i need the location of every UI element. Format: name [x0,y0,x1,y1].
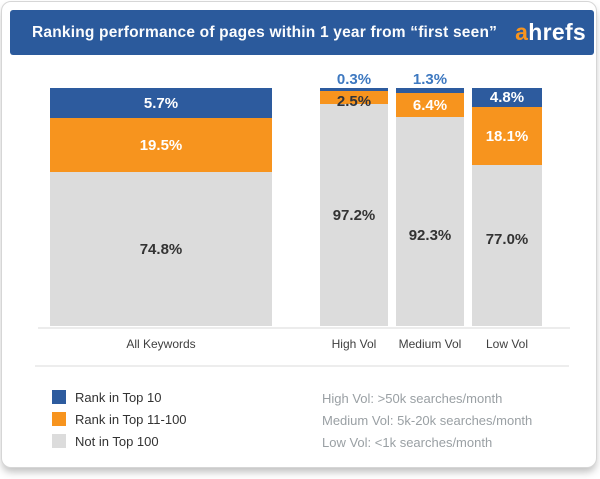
segment-low-vol-top11-100: 18.1% [472,107,542,165]
segment-medium-vol-top11-100: 6.4% [396,93,464,117]
segment-medium-vol-top10 [396,88,464,93]
value-label-not-top100: 97.2% [332,206,376,224]
chart-header: Ranking performance of pages within 1 ye… [10,10,594,55]
ahrefs-logo-accent: a [515,19,529,45]
bar-all-keywords: 5.7% 19.5% 74.8% [50,88,272,326]
note-medium-vol: Medium Vol: 5k-20k searches/month [322,413,533,428]
bar-medium-vol: 6.4% 92.3% [396,88,464,326]
value-label-high-vol-top10: 0.3% [336,70,372,88]
segment-medium-vol-not-top100: 92.3% [396,117,464,326]
segment-high-vol-top11-100 [320,91,388,104]
ahrefs-logo: a hrefs [515,10,586,55]
value-label-not-top100: 74.8% [139,240,183,258]
value-label-top11-100: 6.4% [412,96,448,114]
bar-low-vol: 4.8% 18.1% 77.0% [472,88,542,326]
value-label-not-top100: 77.0% [485,231,529,248]
segment-low-vol-top10: 4.8% [472,88,542,107]
value-label-top11-100: 19.5% [139,136,183,154]
legend: Rank in Top 10 Rank in Top 11-100 Not in… [52,386,187,452]
value-label-medium-vol-top10: 1.3% [412,70,448,88]
legend-swatch-top10 [52,390,66,404]
chart-title: Ranking performance of pages within 1 ye… [32,23,498,41]
value-label-not-top100: 92.3% [408,227,452,244]
segment-all-keywords-top10: 5.7% [50,88,272,118]
legend-label: Rank in Top 10 [75,389,162,405]
legend-label: Rank in Top 11-100 [75,411,187,427]
legend-label: Not in Top 100 [75,433,159,449]
bar-high-vol: 97.2% [320,88,388,326]
volume-notes: High Vol: >50k searches/month Medium Vol… [322,388,532,454]
category-label-all-keywords: All Keywords [126,337,196,351]
legend-item-not-top100: Not in Top 100 [52,430,187,452]
note-high-vol: High Vol: >50k searches/month [322,391,503,406]
note-low-vol: Low Vol: <1k searches/month [322,435,493,450]
value-label-top10: 5.7% [143,94,179,112]
value-label-high-vol-top11-100: 2.5% [336,92,372,110]
legend-item-top11-100: Rank in Top 11-100 [52,408,187,430]
ahrefs-logo-text: hrefs [528,19,586,45]
category-label-high-vol: High Vol [331,337,377,351]
category-label-medium-vol: Medium Vol [398,337,462,351]
value-label-top11-100: 18.1% [485,127,529,145]
chart-card: Ranking performance of pages within 1 ye… [1,1,597,468]
legend-divider [35,365,569,367]
legend-swatch-not-top100 [52,434,66,448]
segment-all-keywords-not-top100: 74.8% [50,172,272,326]
segment-high-vol-top10 [320,88,388,91]
segment-all-keywords-top11-100: 19.5% [50,118,272,172]
segment-low-vol-not-top100: 77.0% [472,165,542,326]
legend-swatch-top11-100 [52,412,66,426]
category-label-low-vol: Low Vol [485,337,529,351]
x-axis-line [38,327,570,329]
value-label-top10: 4.8% [489,89,525,106]
legend-item-top10: Rank in Top 10 [52,386,187,408]
segment-high-vol-not-top100: 97.2% [320,104,388,326]
